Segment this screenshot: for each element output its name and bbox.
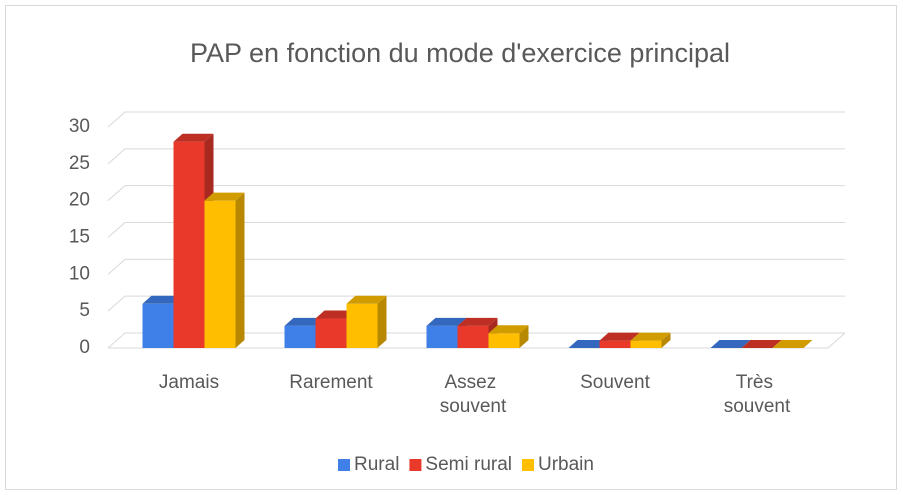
floor-edge xyxy=(827,332,846,349)
bar-top xyxy=(599,332,640,341)
bar xyxy=(346,303,378,348)
x-tick-label: Souvent xyxy=(580,372,650,393)
bar-top xyxy=(630,332,671,341)
bar xyxy=(173,141,205,348)
x-tick-label: Jamais xyxy=(159,372,219,393)
bar-top xyxy=(284,317,325,326)
legend-label: Rural xyxy=(354,454,399,475)
bar-top xyxy=(772,340,813,348)
grid-line xyxy=(107,258,845,275)
bar xyxy=(630,340,662,348)
bar-top xyxy=(142,295,183,304)
y-tick-label: 30 xyxy=(69,116,90,137)
bar-top xyxy=(741,340,782,348)
bar-top xyxy=(173,133,214,142)
x-tick-label: Assez souvent xyxy=(440,372,507,417)
legend-label: Urbain xyxy=(538,454,594,475)
x-tick-label: Très souvent xyxy=(724,372,791,417)
bar-side xyxy=(661,332,671,348)
bar-side xyxy=(519,325,529,348)
bar xyxy=(488,333,520,348)
legend-swatch xyxy=(338,459,351,471)
bar-top xyxy=(315,310,356,319)
grid-line xyxy=(107,111,845,128)
legend-swatch xyxy=(409,459,422,471)
bar-top xyxy=(710,340,751,348)
y-tick-label: 0 xyxy=(79,337,90,358)
bar-top xyxy=(346,295,387,304)
bar xyxy=(426,325,458,348)
bar-top xyxy=(426,317,467,326)
grid-line xyxy=(107,295,845,312)
bar-top xyxy=(568,340,609,348)
bar-top xyxy=(457,317,498,326)
x-tick-label: Rarement xyxy=(289,372,373,393)
chart-title: PAP en fonction du mode d'exercice princ… xyxy=(190,38,730,68)
bar-side xyxy=(377,295,387,348)
grid-line xyxy=(107,185,845,202)
y-tick-label: 15 xyxy=(69,227,90,248)
bar-side xyxy=(235,192,245,348)
grid-line xyxy=(107,222,845,238)
y-tick-label: 5 xyxy=(79,300,90,321)
bar xyxy=(599,340,631,348)
legend-swatch xyxy=(522,459,534,471)
legend-label: Semi rural xyxy=(425,454,512,475)
grid-line xyxy=(107,332,845,349)
bar-top xyxy=(204,192,245,201)
bar xyxy=(315,318,347,348)
chart-border xyxy=(5,5,897,490)
grid-line xyxy=(107,148,845,165)
y-tick-label: 25 xyxy=(69,153,90,174)
y-tick-label: 20 xyxy=(69,190,90,211)
bar xyxy=(204,200,236,348)
bar xyxy=(142,303,174,348)
bar-top xyxy=(488,325,529,334)
bar xyxy=(284,325,316,348)
y-tick-label: 10 xyxy=(69,263,90,284)
bar xyxy=(457,325,489,348)
